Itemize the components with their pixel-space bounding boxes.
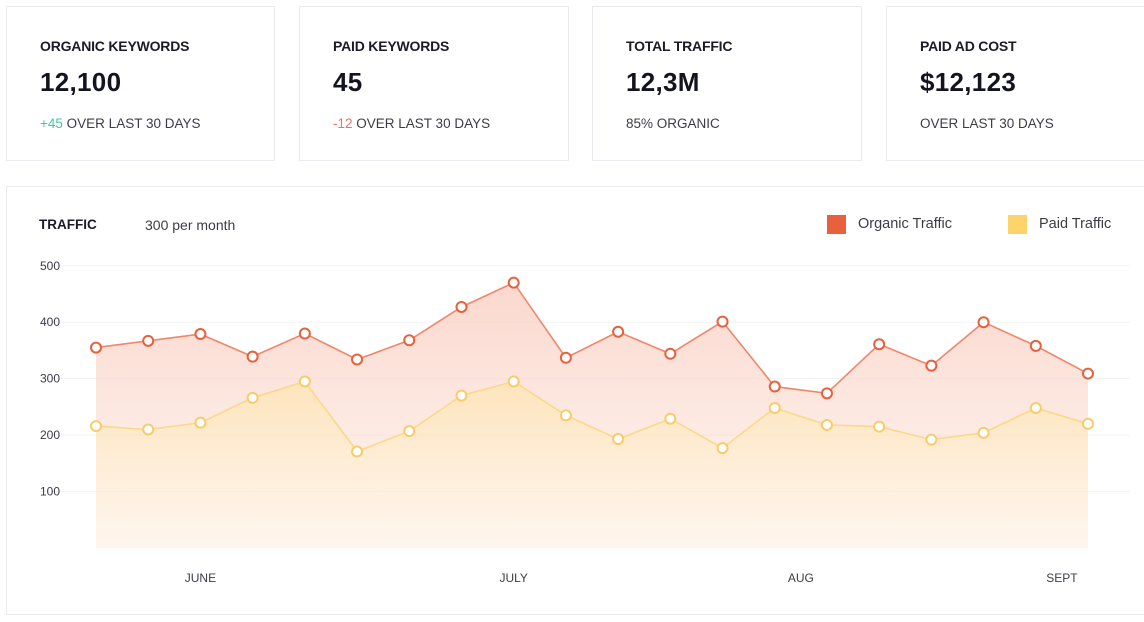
point-organic[interactable]: [403, 334, 416, 347]
point-paid[interactable]: [90, 420, 102, 433]
point-paid[interactable]: [194, 416, 207, 429]
line-paid: [95, 380, 1089, 453]
point-paid[interactable]: [298, 375, 311, 388]
kpi-delta: -12: [333, 116, 353, 131]
point-organic[interactable]: [559, 351, 572, 364]
point-paid[interactable]: [977, 426, 990, 439]
kpi-subtext: +45 OVER LAST 30 DAYS: [40, 116, 200, 131]
kpi-card-paid-keywords: PAID KEYWORDS 45 -12 OVER LAST 30 DAYS: [299, 6, 569, 161]
point-organic[interactable]: [768, 380, 781, 393]
legend-swatch-organic: [827, 214, 846, 234]
kpi-title: ORGANIC KEYWORDS: [40, 38, 190, 54]
kpi-delta: +45: [40, 116, 63, 131]
point-organic[interactable]: [873, 338, 886, 351]
kpi-card-total-traffic: TOTAL TRAFFIC 12,3M 85% ORGANIC: [592, 6, 862, 161]
kpi-subtext: OVER LAST 30 DAYS: [920, 116, 1054, 131]
kpi-value: 12,100: [40, 67, 122, 97]
point-paid[interactable]: [351, 445, 364, 458]
x-tick-label: AUG: [788, 571, 814, 585]
point-paid[interactable]: [1082, 417, 1094, 430]
point-organic[interactable]: [351, 353, 364, 366]
kpi-card-paid-ad-cost: PAID AD COST $12,123 OVER LAST 30 DAYS: [886, 6, 1144, 161]
point-organic[interactable]: [507, 276, 520, 289]
kpi-period: OVER LAST 30 DAYS: [66, 116, 201, 131]
point-organic[interactable]: [820, 387, 833, 400]
y-tick-label: 200: [40, 428, 60, 442]
y-axis-ticks: 100 200 300 400 500: [40, 259, 60, 499]
kpi-title: TOTAL TRAFFIC: [626, 38, 733, 54]
point-organic[interactable]: [194, 328, 207, 341]
point-organic[interactable]: [925, 359, 938, 372]
y-tick-label: 400: [40, 315, 60, 329]
point-paid[interactable]: [455, 389, 468, 402]
point-paid[interactable]: [820, 418, 833, 431]
kpi-title: PAID AD COST: [920, 38, 1017, 54]
point-paid[interactable]: [142, 423, 155, 436]
line-organic: [95, 281, 1089, 395]
traffic-title: TRAFFIC: [39, 217, 97, 232]
point-organic[interactable]: [246, 350, 259, 363]
y-tick-label: 100: [40, 485, 60, 499]
kpi-value: $12,123: [920, 67, 1017, 97]
legend-item-paid[interactable]: Paid Traffic: [1008, 214, 1111, 234]
point-paid[interactable]: [246, 391, 259, 404]
area-paid: [96, 381, 1088, 548]
point-paid[interactable]: [716, 442, 729, 455]
point-organic[interactable]: [142, 334, 155, 347]
x-tick-label: JUNE: [185, 571, 216, 585]
kpi-value: 12,3M: [626, 67, 700, 97]
point-paid[interactable]: [559, 409, 572, 422]
kpi-period: OVER LAST 30 DAYS: [356, 116, 491, 131]
point-paid[interactable]: [768, 402, 781, 415]
point-organic[interactable]: [1029, 339, 1042, 352]
point-paid[interactable]: [403, 425, 416, 438]
series-lines: [95, 281, 1089, 453]
point-organic[interactable]: [90, 341, 102, 354]
point-organic[interactable]: [664, 347, 677, 360]
point-paid[interactable]: [925, 433, 938, 446]
point-organic[interactable]: [612, 325, 625, 338]
legend-label-paid: Paid Traffic: [1039, 216, 1112, 232]
point-paid[interactable]: [873, 420, 886, 433]
y-tick-label: 500: [40, 259, 60, 273]
x-tick-label: JULY: [499, 571, 527, 585]
x-tick-label: SEPT: [1046, 571, 1078, 585]
point-paid[interactable]: [507, 375, 520, 388]
x-axis-ticks: JUNEJULYAUGSEPTOCTNOVDEC: [185, 571, 1078, 585]
point-organic[interactable]: [977, 316, 990, 329]
point-organic[interactable]: [455, 300, 468, 313]
kpi-title: PAID KEYWORDS: [333, 38, 450, 54]
point-organic[interactable]: [716, 315, 729, 328]
point-organic[interactable]: [298, 327, 311, 340]
kpi-card-organic-keywords: ORGANIC KEYWORDS 12,100 +45 OVER LAST 30…: [6, 6, 275, 161]
point-organic[interactable]: [1082, 367, 1094, 380]
y-tick-label: 300: [40, 372, 60, 386]
legend-label-organic: Organic Traffic: [858, 216, 953, 232]
point-paid[interactable]: [664, 412, 677, 425]
kpi-value: 45: [333, 67, 363, 97]
legend-swatch-paid: [1008, 214, 1027, 234]
series-points: [90, 276, 1094, 458]
point-paid[interactable]: [1029, 402, 1042, 415]
legend-item-organic[interactable]: Organic Traffic: [827, 214, 952, 234]
kpi-subtext: 85% ORGANIC: [626, 116, 720, 131]
kpi-subtext: -12 OVER LAST 30 DAYS: [333, 116, 490, 131]
point-paid[interactable]: [612, 433, 625, 446]
traffic-subtitle: 300 per month: [145, 217, 236, 233]
area-fills: [96, 282, 1088, 548]
